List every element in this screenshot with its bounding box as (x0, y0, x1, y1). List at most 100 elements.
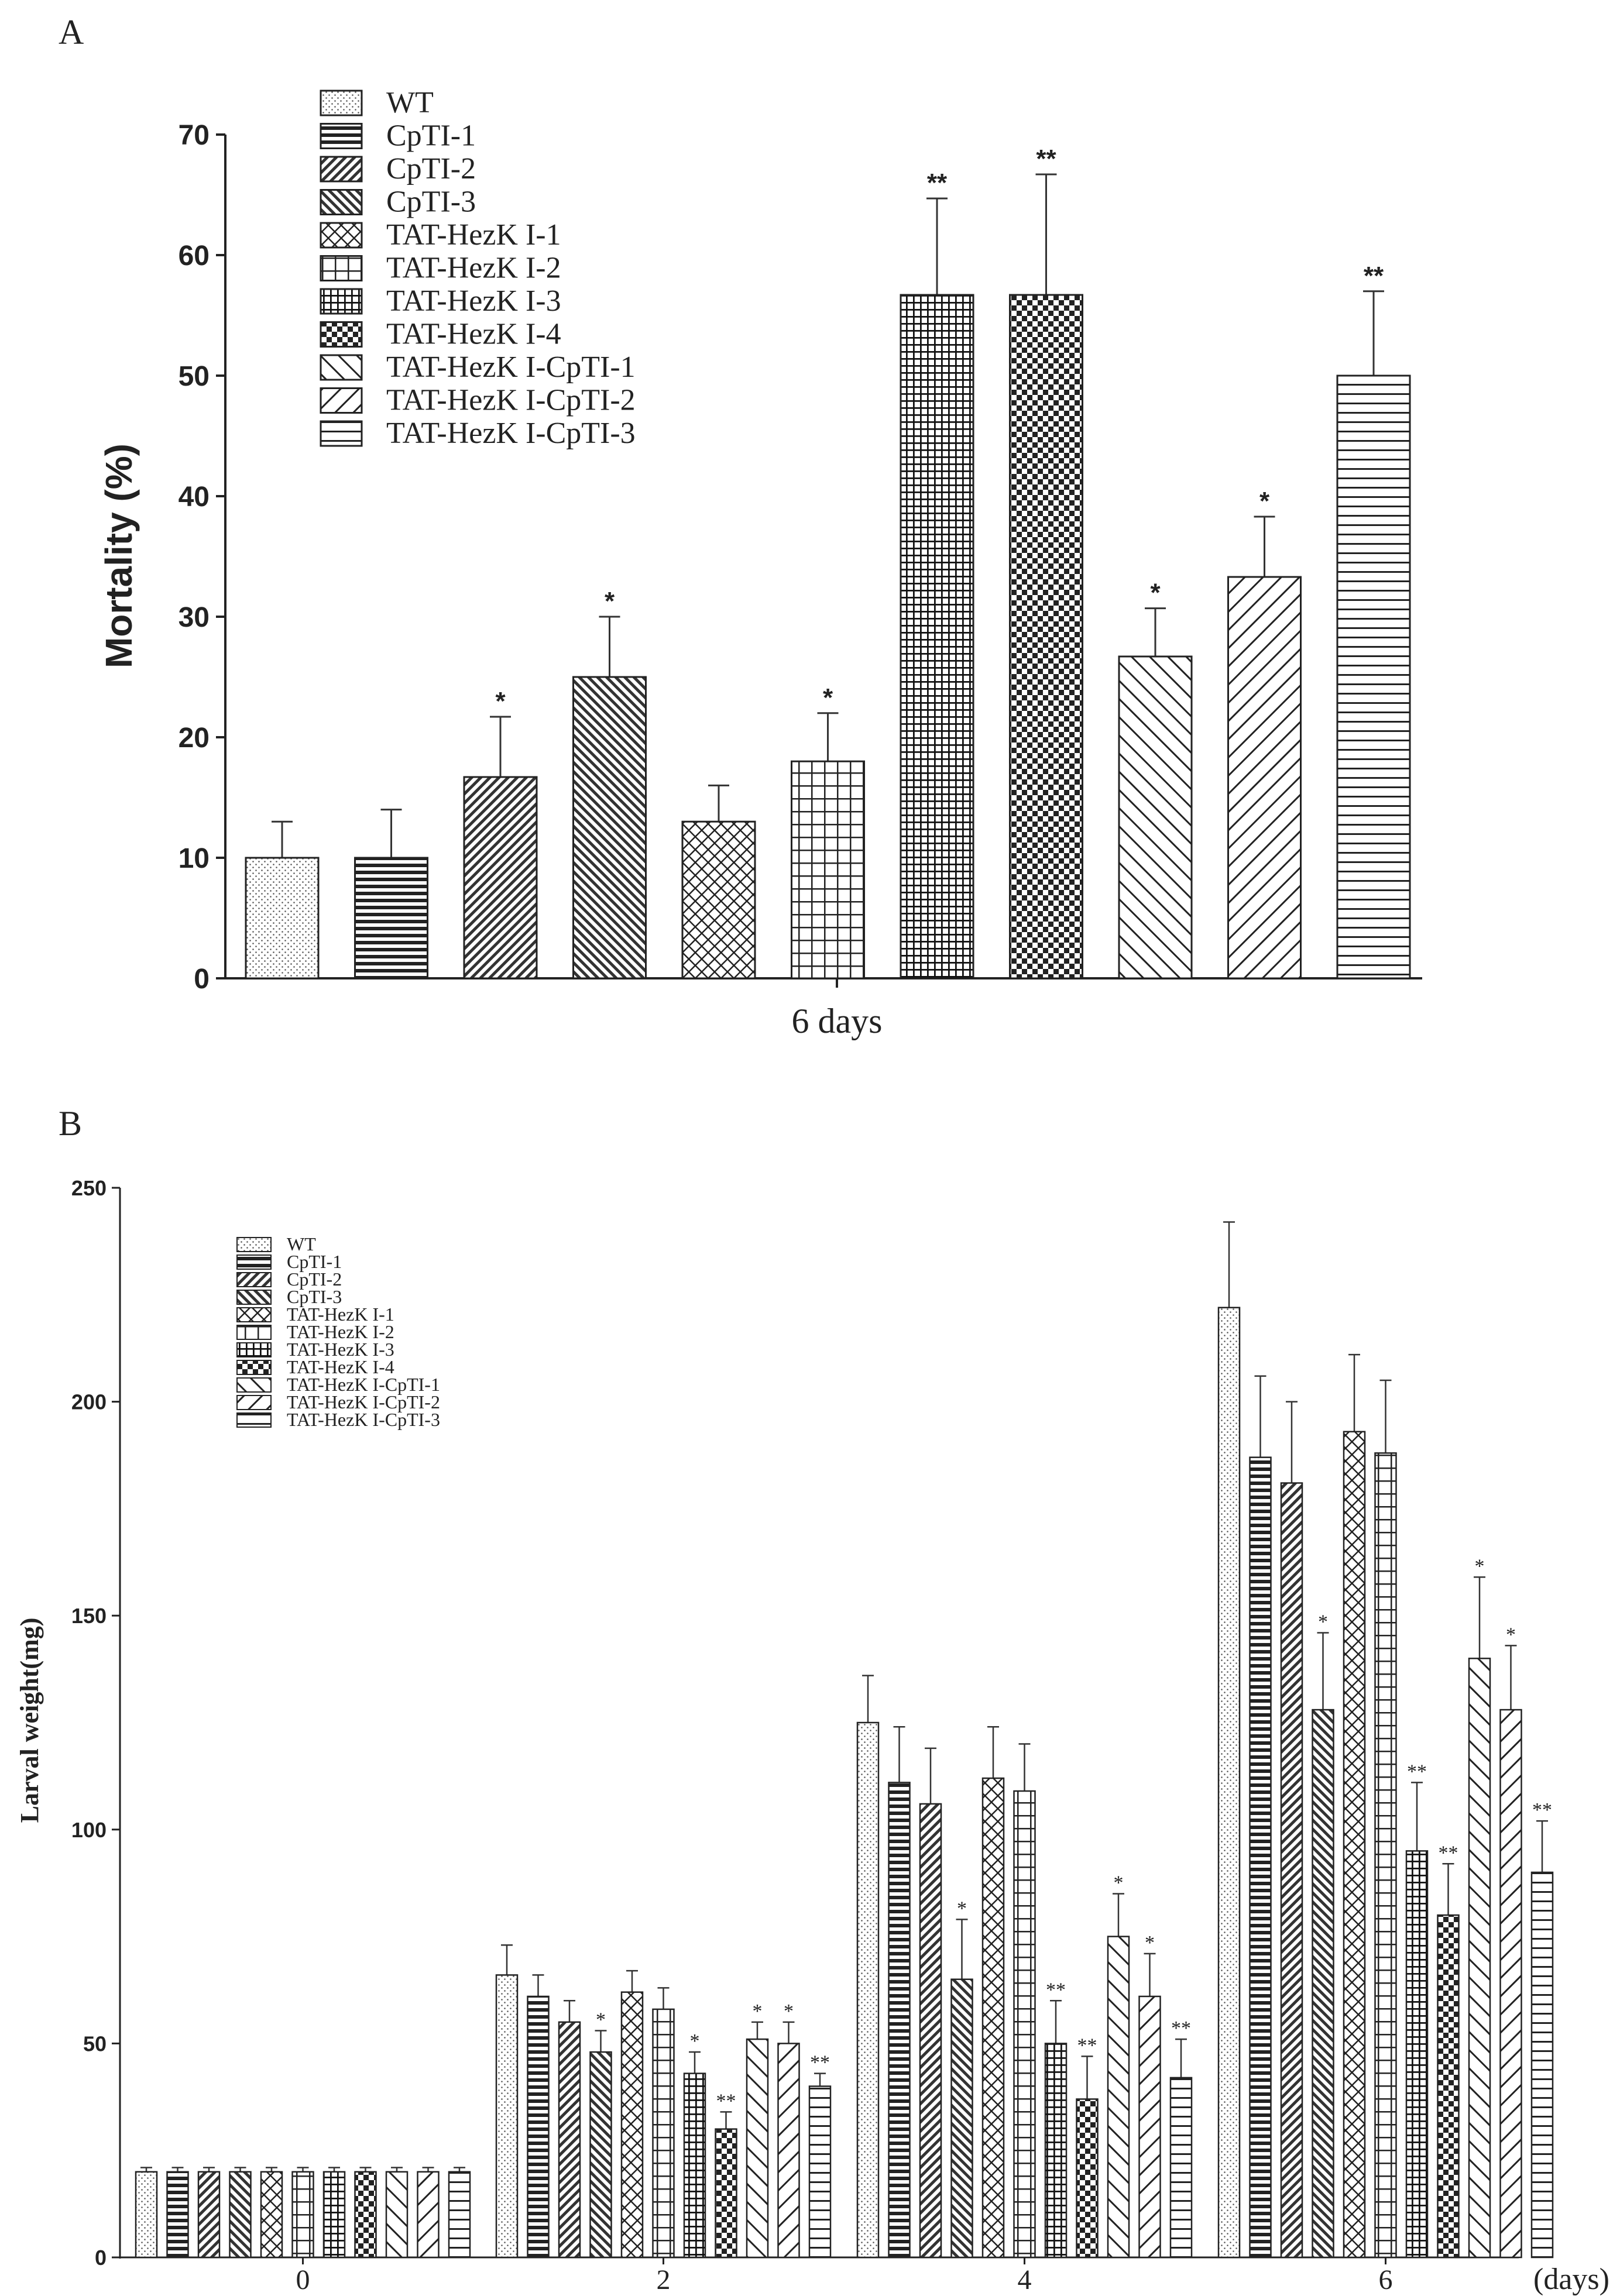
panel-a-legend-swatch (320, 156, 363, 183)
panel-b-significance: ** (1171, 2017, 1191, 2039)
panel-a-y-tick-label: 20 (179, 723, 210, 754)
panel-a-significance: * (1150, 579, 1161, 607)
panel-b-significance: ** (1046, 1979, 1066, 2001)
panel-b-bar (166, 2171, 189, 2259)
panel-b-y-tick-label: 250 (71, 1176, 107, 1200)
panel-b-bar (715, 2128, 737, 2259)
panel-b-label: B (59, 1104, 82, 1143)
panel-a-significance: * (823, 683, 833, 712)
panel-b-bar (1044, 2043, 1068, 2259)
panel-b-bar (950, 1978, 973, 2259)
panel-a-legend-swatch (320, 288, 363, 315)
panel-b-legend-swatch (236, 1237, 272, 1252)
panel-a-y-tick-label: 10 (179, 843, 210, 874)
panel-a-legend-swatch (320, 123, 363, 149)
panel-b-legend-swatch (236, 1412, 272, 1428)
panel-a: A 0 10 20 30 40 50 60 70 Mortality (%) 6 days *… (59, 13, 1422, 1040)
panel-b-bar (1076, 2098, 1099, 2259)
panel-b-significance: * (753, 2001, 763, 2022)
panel-a-significance: * (495, 687, 506, 716)
panel-b-bars: ***** ********************* (135, 1221, 1554, 2259)
panel-b-significance: ** (1532, 1799, 1552, 1821)
panel-b-y-tick-label: 50 (83, 2032, 107, 2056)
panel-b-bar (1374, 1452, 1397, 2259)
panel-b-legend-swatch (236, 1360, 272, 1375)
panel-b-bar (683, 2072, 706, 2259)
panel-a-bar (572, 676, 647, 979)
panel-a-bar (681, 820, 756, 979)
panel-b-bar (1138, 1995, 1161, 2259)
panel-a-bar (1118, 655, 1193, 979)
panel-b-bar (856, 1721, 880, 2259)
panel-b-legend-swatch (236, 1377, 272, 1393)
panel-a-legend-label: TAT-HezK I-4 (386, 318, 561, 351)
panel-b-bar (1343, 1431, 1366, 2259)
panel-a-legend-swatch (320, 189, 363, 215)
panel-b-bar (1312, 1709, 1334, 2259)
panel-a-legend-label: TAT-HezK I-CpTI-2 (386, 384, 636, 417)
panel-a-legend-swatch (320, 387, 363, 414)
panel-a-legend-label: TAT-HezK I-3 (386, 284, 561, 318)
panel-b: B 0 50 100 150 200 250 0 2 4 6 Larval weight(mg)… (15, 1104, 1609, 2296)
panel-a-x-label: 6 days (792, 1002, 883, 1040)
panel-b-bar (1107, 1936, 1130, 2259)
panel-a-y-ticks: 0 10 20 30 40 50 60 70 (179, 120, 225, 995)
panel-b-significance: ** (716, 2090, 736, 2112)
panel-b-bar (746, 2038, 769, 2259)
panel-b-bar (385, 2171, 409, 2259)
panel-b-x-ticks: 0 2 4 6 (296, 2257, 1393, 2295)
panel-b-bar (1437, 1914, 1460, 2259)
panel-a-legend-label: WT (386, 86, 434, 119)
panel-a-legend-swatch (320, 222, 363, 249)
panel-b-y-tick-label: 200 (71, 1390, 107, 1414)
panel-b-significance: * (1318, 1611, 1328, 1632)
panel-a-y-tick-label: 50 (179, 361, 210, 392)
panel-b-legend-swatch (236, 1272, 272, 1287)
panel-a-y-tick-label: 70 (179, 120, 210, 151)
panel-b-legend-swatch (236, 1395, 272, 1410)
panel-b-bar (558, 2021, 581, 2259)
panel-b-legend-label: WT (287, 1233, 316, 1254)
panel-a-bar (1336, 374, 1411, 979)
panel-b-legend-swatch (236, 1325, 272, 1340)
panel-b-x-tick-label: 4 (1018, 2264, 1032, 2295)
panel-a-legend-label: TAT-HezK I-2 (386, 252, 561, 285)
panel-a-y-tick-label: 30 (179, 602, 210, 633)
panel-b-significance: * (1114, 1872, 1124, 1893)
panel-b-legend-label: TAT-HezK I-CpTI-1 (287, 1374, 440, 1395)
panel-b-bar (1280, 1482, 1303, 2259)
panel-a-legend-label: CpTI-3 (386, 185, 476, 219)
panel-b-legend-swatch (236, 1290, 272, 1305)
panel-b-bar (589, 2051, 612, 2259)
panel-b-bar (354, 2171, 377, 2259)
panel-a-legend-swatch (320, 90, 363, 116)
panel-b-legend-label: CpTI-3 (287, 1286, 342, 1307)
panel-b-legend-swatch (236, 1342, 272, 1357)
panel-b-legend-label: CpTI-2 (287, 1269, 342, 1290)
panel-b-y-tick-label: 0 (95, 2246, 107, 2270)
panel-b-bar (777, 2043, 800, 2259)
panel-a-legend-swatch (320, 321, 363, 348)
panel-b-legend-label: TAT-HezK I-CpTI-3 (287, 1409, 440, 1430)
panel-a-legend-swatch (320, 255, 363, 281)
panel-b-bar (808, 2085, 832, 2259)
panel-a-label: A (59, 13, 84, 51)
panel-b-bar (1217, 1307, 1241, 2259)
panel-a-significance: ** (927, 169, 948, 197)
panel-b-bar (448, 2171, 471, 2259)
panel-b-significance: * (957, 1898, 967, 1919)
panel-b-legend-label: TAT-HezK I-3 (287, 1339, 394, 1360)
panel-b-significance: ** (810, 2052, 830, 2074)
panel-a-y-tick-label: 40 (179, 482, 210, 513)
panel-a-legend-label: CpTI-1 (386, 119, 476, 153)
panel-b-y-ticks: 0 50 100 150 200 250 (71, 1176, 120, 2270)
panel-b-legend-label: TAT-HezK I-4 (287, 1356, 394, 1377)
panel-b-significance: * (1145, 1932, 1155, 1954)
panel-a-significance: * (605, 587, 615, 616)
panel-a-legend-swatch (320, 354, 363, 381)
panel-b-bar (919, 1803, 942, 2259)
panel-b-bar (495, 1974, 519, 2259)
